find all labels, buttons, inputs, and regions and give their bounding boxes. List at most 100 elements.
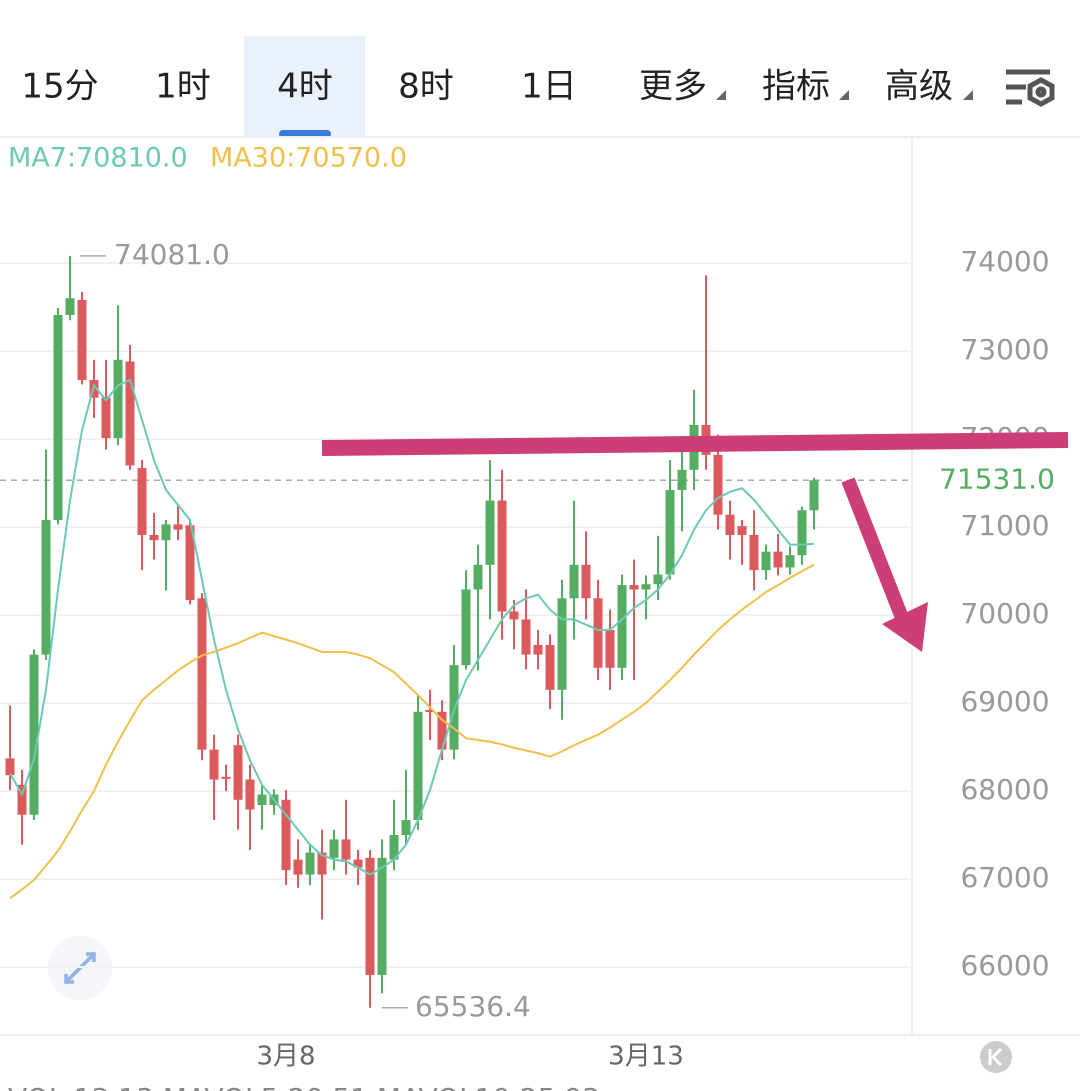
candle-body <box>725 514 735 535</box>
y-tick-label: 71000 <box>960 509 1049 542</box>
candle-body <box>461 589 471 666</box>
volume-caption: VOL:13.13 MAVOL5:20.51 MAVOL10:25.93 <box>8 1082 600 1091</box>
candle-body <box>149 534 159 541</box>
candle-body <box>773 551 783 568</box>
timeframe-tab[interactable]: 指标 <box>762 67 830 107</box>
candle-body <box>641 584 651 590</box>
candle-body <box>317 852 327 875</box>
candle-body <box>401 820 411 835</box>
candle-body <box>77 299 87 381</box>
candle-body <box>677 469 687 491</box>
candle-body <box>137 468 147 535</box>
y-tick-label: 67000 <box>960 861 1049 894</box>
candle-body <box>545 644 555 690</box>
candle-body <box>761 551 771 571</box>
y-tick-label: 66000 <box>960 949 1049 982</box>
candle-body <box>233 745 243 800</box>
candle-body <box>17 784 27 815</box>
candle-body <box>209 749 219 780</box>
candle-body <box>197 598 207 750</box>
candle-body <box>113 359 123 439</box>
candle-body <box>353 859 363 868</box>
moving-average-line <box>9 378 815 876</box>
candle-body <box>629 585 639 590</box>
timeframe-tab[interactable]: 高级 <box>885 67 953 107</box>
candle-body <box>509 611 519 620</box>
candle-body <box>377 857 387 975</box>
candle-body <box>293 859 303 875</box>
candle-body <box>365 857 375 975</box>
timeframe-tab[interactable]: 1时 <box>155 67 211 107</box>
candle-body <box>557 598 567 690</box>
candle-body <box>245 779 255 810</box>
candle-body <box>389 834 399 860</box>
down-arrow-shaft <box>841 477 913 631</box>
candle-body <box>329 839 339 858</box>
candle-body <box>221 776 231 779</box>
candle-body <box>101 397 111 439</box>
candle-body <box>737 526 747 535</box>
candle-body <box>593 598 603 668</box>
candle-body <box>437 711 447 750</box>
candle-body <box>533 644 543 655</box>
scroll-end-button[interactable] <box>980 1041 1012 1073</box>
candle-body <box>605 629 615 668</box>
candle-body <box>29 654 39 815</box>
candle-body <box>281 799 291 871</box>
y-tick-label: 73000 <box>960 333 1049 366</box>
y-tick-label: 70000 <box>960 597 1049 630</box>
timeframe-tab[interactable]: 4时 <box>277 67 333 107</box>
candle-body <box>161 524 171 541</box>
moving-average-line <box>9 563 815 900</box>
candle-body <box>749 534 759 571</box>
candle-body <box>809 480 819 511</box>
candle-body <box>305 852 315 875</box>
user-drawings <box>321 432 1069 652</box>
candle-body <box>5 758 15 776</box>
legend-entry: MA30:70570.0 <box>210 143 407 174</box>
down-arrow-head <box>882 602 928 652</box>
candle-body <box>617 585 627 668</box>
resistance-line <box>321 432 1069 456</box>
dropdown-arrows <box>716 90 973 100</box>
candle-body <box>341 839 351 860</box>
candle-body <box>797 510 807 556</box>
last-price-label: 71531.0 <box>939 462 1055 495</box>
candle-body <box>185 525 195 601</box>
candle-body <box>485 500 495 565</box>
timeframe-tab[interactable]: 更多 <box>639 67 707 107</box>
x-tick-label: 3月13 <box>608 1042 684 1072</box>
candle-body <box>569 564 579 599</box>
candle-body <box>53 314 63 520</box>
candle-body <box>257 794 267 806</box>
timeframe-tab[interactable]: 15分 <box>21 67 98 107</box>
candle-body <box>653 574 663 585</box>
candle-body <box>473 564 483 590</box>
x-tick-label: 3月8 <box>256 1042 315 1072</box>
candle-body <box>65 298 75 315</box>
candle-body <box>785 555 795 568</box>
last-price-bg <box>922 460 1072 501</box>
candle-body <box>665 490 675 575</box>
y-tick-label: 68000 <box>960 773 1049 806</box>
settings-icon[interactable] <box>1006 69 1055 107</box>
selected-tab-bg <box>244 36 365 136</box>
y-tick-label: 74000 <box>960 245 1049 278</box>
candle-body <box>581 564 591 599</box>
candle-body <box>521 619 531 655</box>
expand-button[interactable] <box>48 936 112 1000</box>
legend-entry: MA7:70810.0 <box>8 143 188 174</box>
candle-body <box>425 710 435 713</box>
candle-body <box>413 711 423 821</box>
candle-body <box>497 500 507 612</box>
candle-body <box>125 361 135 466</box>
low-marker-label: 65536.4 <box>415 990 531 1023</box>
timeframe-tab[interactable]: 1日 <box>521 67 577 107</box>
candle-body <box>713 454 723 515</box>
high-marker-label: 74081.0 <box>114 238 230 271</box>
candle-body <box>173 524 183 530</box>
y-tick-label: 69000 <box>960 685 1049 718</box>
candle-body <box>41 519 51 655</box>
timeframe-tab[interactable]: 8时 <box>398 67 454 107</box>
